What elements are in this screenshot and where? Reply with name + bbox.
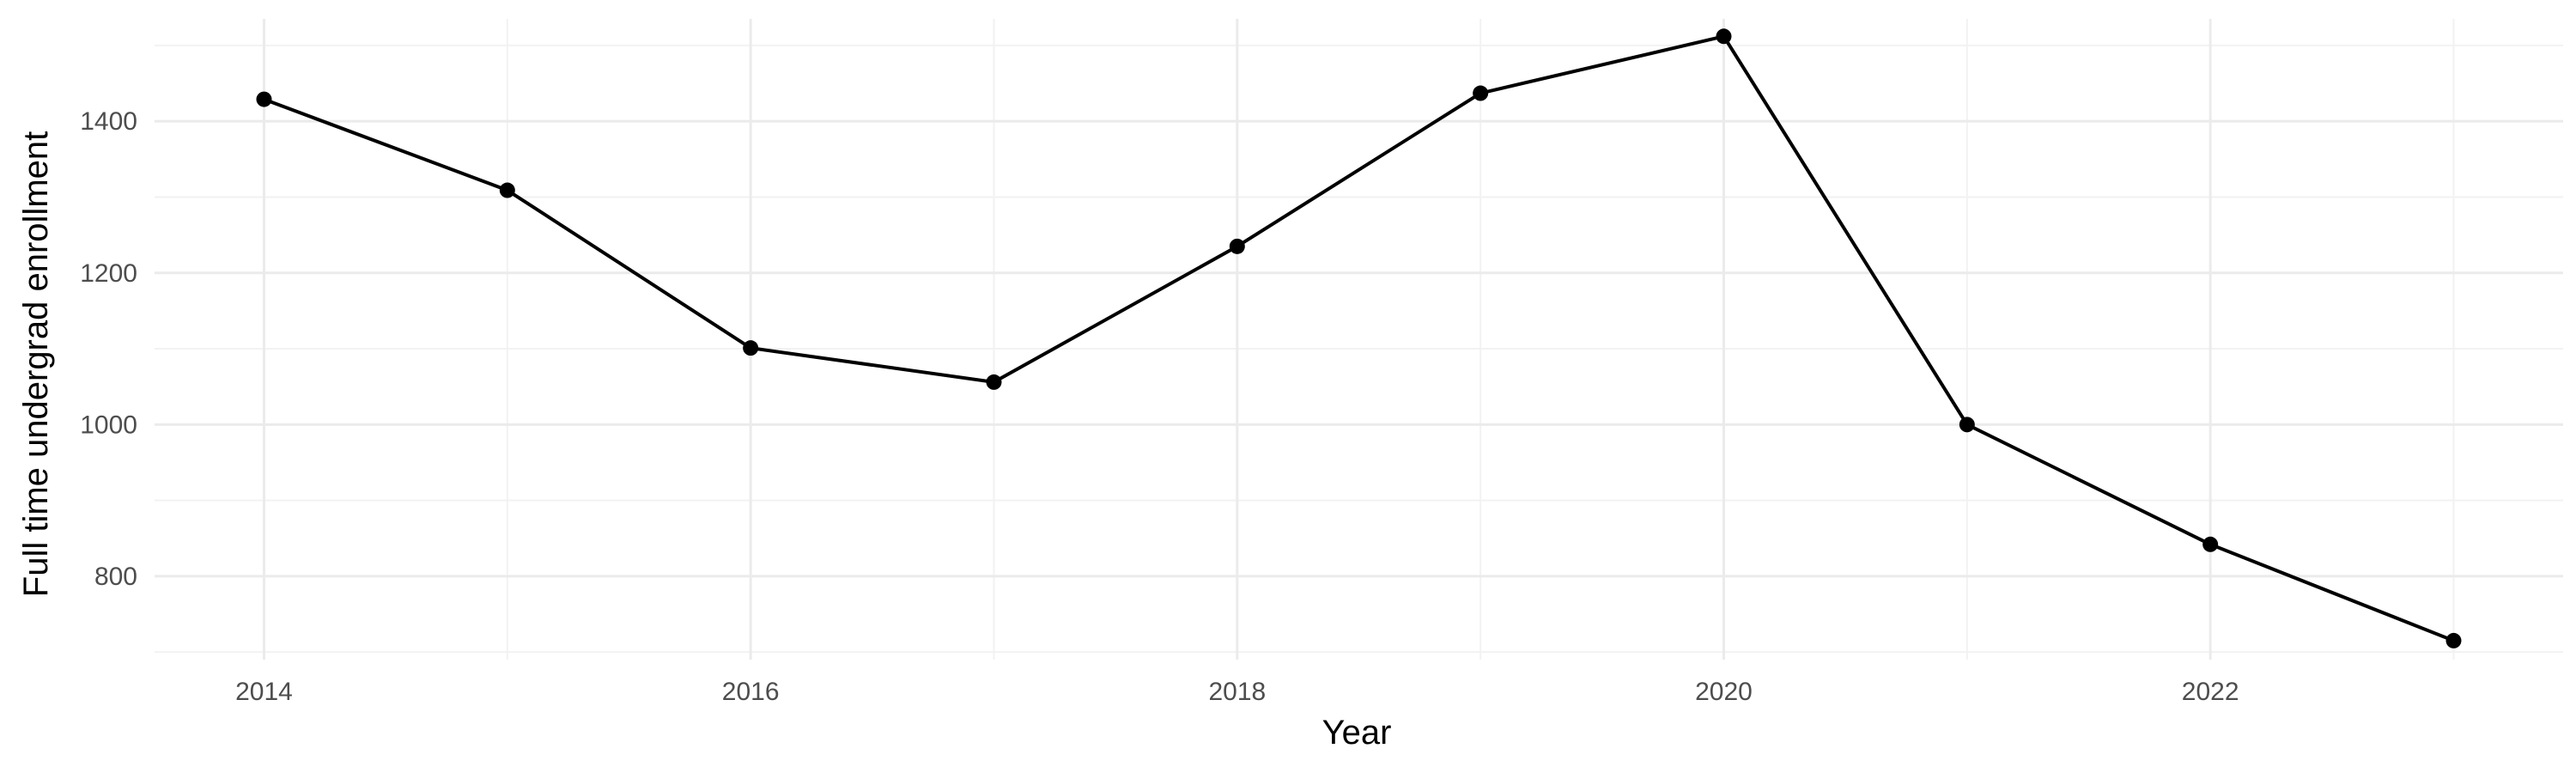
y-tick-label: 1200 xyxy=(80,259,137,288)
series-layer xyxy=(256,28,2462,648)
data-point xyxy=(2202,536,2219,552)
x-axis-title: Year xyxy=(1322,714,1392,752)
data-point xyxy=(256,91,272,107)
major-gridlines xyxy=(155,19,2563,660)
data-point xyxy=(1229,238,1245,254)
minor-gridlines xyxy=(155,19,2563,660)
y-tick-label: 1000 xyxy=(80,411,137,439)
x-tick-label: 2022 xyxy=(2182,678,2239,706)
series-line xyxy=(263,34,2455,642)
y-tick-label: 1400 xyxy=(80,107,137,136)
data-point xyxy=(499,182,515,198)
data-point xyxy=(743,340,759,356)
data-point xyxy=(1473,85,1489,101)
data-point xyxy=(2445,632,2462,648)
data-point xyxy=(986,374,1002,390)
data-point xyxy=(1959,417,1975,433)
x-tick-label: 2014 xyxy=(235,678,293,706)
y-axis-ticks: 800 1000 1200 1400 xyxy=(80,107,137,591)
x-tick-label: 2016 xyxy=(722,678,780,706)
x-tick-label: 2018 xyxy=(1208,678,1266,706)
data-point xyxy=(1716,28,1732,45)
x-tick-label: 2020 xyxy=(1695,678,1753,706)
y-axis-title: Full time undergrad enrollment xyxy=(17,131,55,597)
y-tick-label: 800 xyxy=(94,563,137,591)
x-axis-ticks: 2014 2016 2018 2020 2022 xyxy=(235,678,2239,706)
